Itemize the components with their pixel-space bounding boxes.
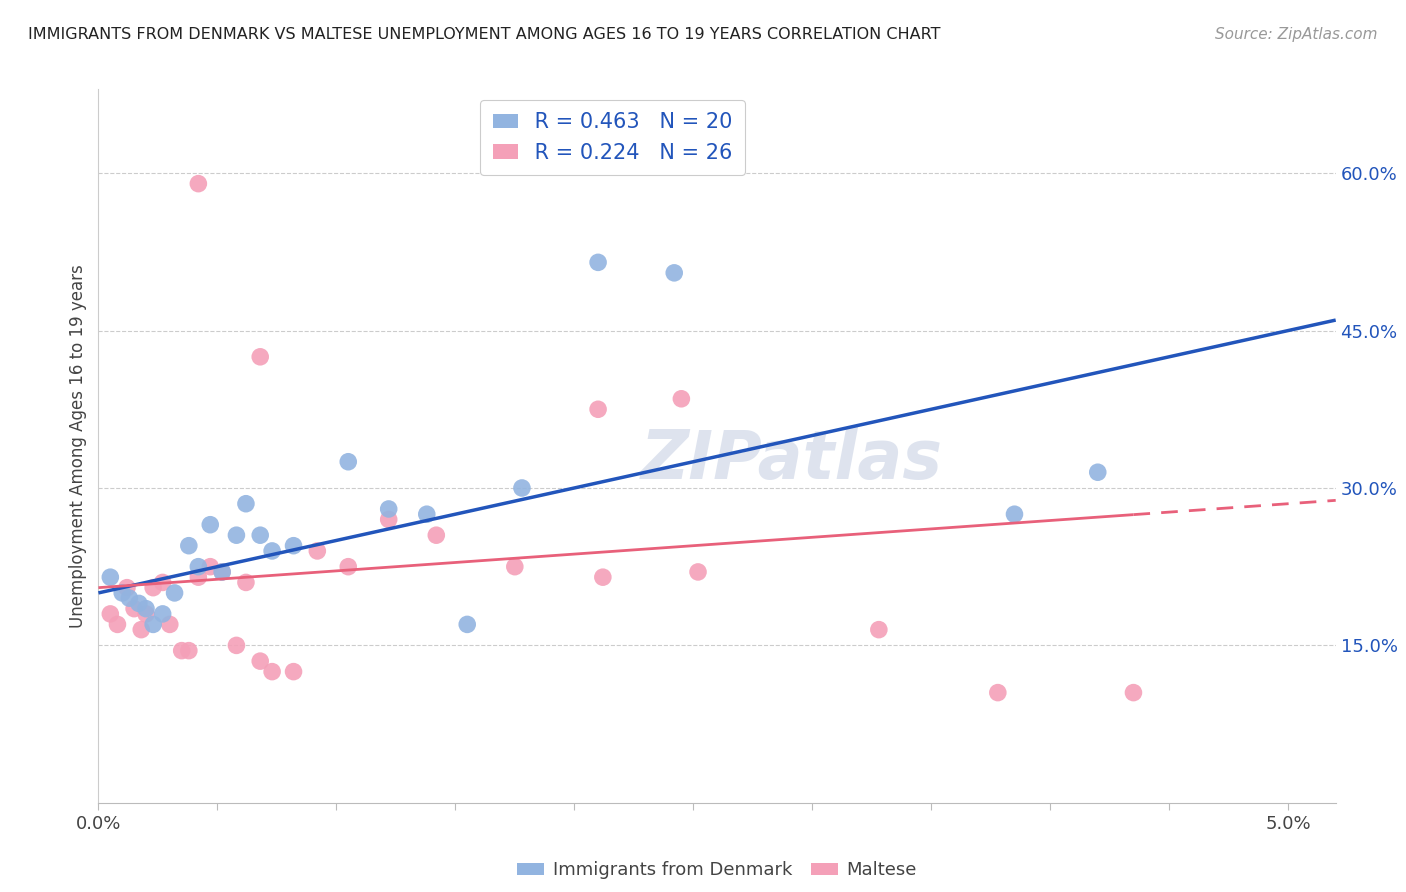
Point bbox=[235, 497, 257, 511]
Point bbox=[586, 255, 609, 269]
Point bbox=[262, 665, 284, 679]
Point bbox=[177, 643, 200, 657]
Point bbox=[249, 528, 271, 542]
Point bbox=[200, 517, 222, 532]
Point bbox=[177, 539, 200, 553]
Point bbox=[592, 570, 614, 584]
Point bbox=[111, 586, 134, 600]
Point bbox=[1122, 685, 1144, 699]
Point bbox=[225, 528, 247, 542]
Point bbox=[142, 617, 165, 632]
Point bbox=[987, 685, 1010, 699]
Point bbox=[377, 502, 399, 516]
Point bbox=[187, 559, 209, 574]
Text: ZIPatlas: ZIPatlas bbox=[640, 427, 942, 493]
Y-axis label: Unemployment Among Ages 16 to 19 years: Unemployment Among Ages 16 to 19 years bbox=[69, 264, 87, 628]
Point bbox=[249, 350, 271, 364]
Point bbox=[686, 565, 709, 579]
Point bbox=[200, 559, 222, 574]
Point bbox=[107, 617, 129, 632]
Point bbox=[503, 559, 526, 574]
Point bbox=[337, 455, 360, 469]
Point bbox=[129, 623, 152, 637]
Point bbox=[159, 617, 181, 632]
Point bbox=[416, 507, 439, 521]
Point bbox=[664, 266, 686, 280]
Point bbox=[262, 544, 284, 558]
Point bbox=[122, 601, 145, 615]
Point bbox=[187, 570, 209, 584]
Point bbox=[586, 402, 609, 417]
Point bbox=[1087, 465, 1109, 479]
Point bbox=[152, 607, 174, 621]
Point bbox=[307, 544, 329, 558]
Point bbox=[170, 643, 193, 657]
Point bbox=[225, 639, 247, 653]
Point bbox=[456, 617, 478, 632]
Point bbox=[510, 481, 533, 495]
Point bbox=[377, 512, 399, 526]
Point bbox=[868, 623, 890, 637]
Point bbox=[152, 575, 174, 590]
Point bbox=[187, 177, 209, 191]
Point bbox=[211, 565, 233, 579]
Point bbox=[249, 654, 271, 668]
Point bbox=[425, 528, 447, 542]
Point bbox=[235, 575, 257, 590]
Point bbox=[671, 392, 693, 406]
Point bbox=[118, 591, 141, 606]
Point bbox=[98, 570, 121, 584]
Point bbox=[135, 607, 157, 621]
Text: Source: ZipAtlas.com: Source: ZipAtlas.com bbox=[1215, 27, 1378, 42]
Point bbox=[1004, 507, 1026, 521]
Point bbox=[163, 586, 186, 600]
Point bbox=[98, 607, 121, 621]
Point bbox=[283, 539, 305, 553]
Point bbox=[142, 581, 165, 595]
Point bbox=[115, 581, 138, 595]
Point bbox=[135, 601, 157, 615]
Legend: Immigrants from Denmark, Maltese: Immigrants from Denmark, Maltese bbox=[510, 855, 924, 887]
Text: IMMIGRANTS FROM DENMARK VS MALTESE UNEMPLOYMENT AMONG AGES 16 TO 19 YEARS CORREL: IMMIGRANTS FROM DENMARK VS MALTESE UNEMP… bbox=[28, 27, 941, 42]
Point bbox=[337, 559, 360, 574]
Point bbox=[211, 565, 233, 579]
Point bbox=[283, 665, 305, 679]
Point bbox=[128, 596, 150, 610]
